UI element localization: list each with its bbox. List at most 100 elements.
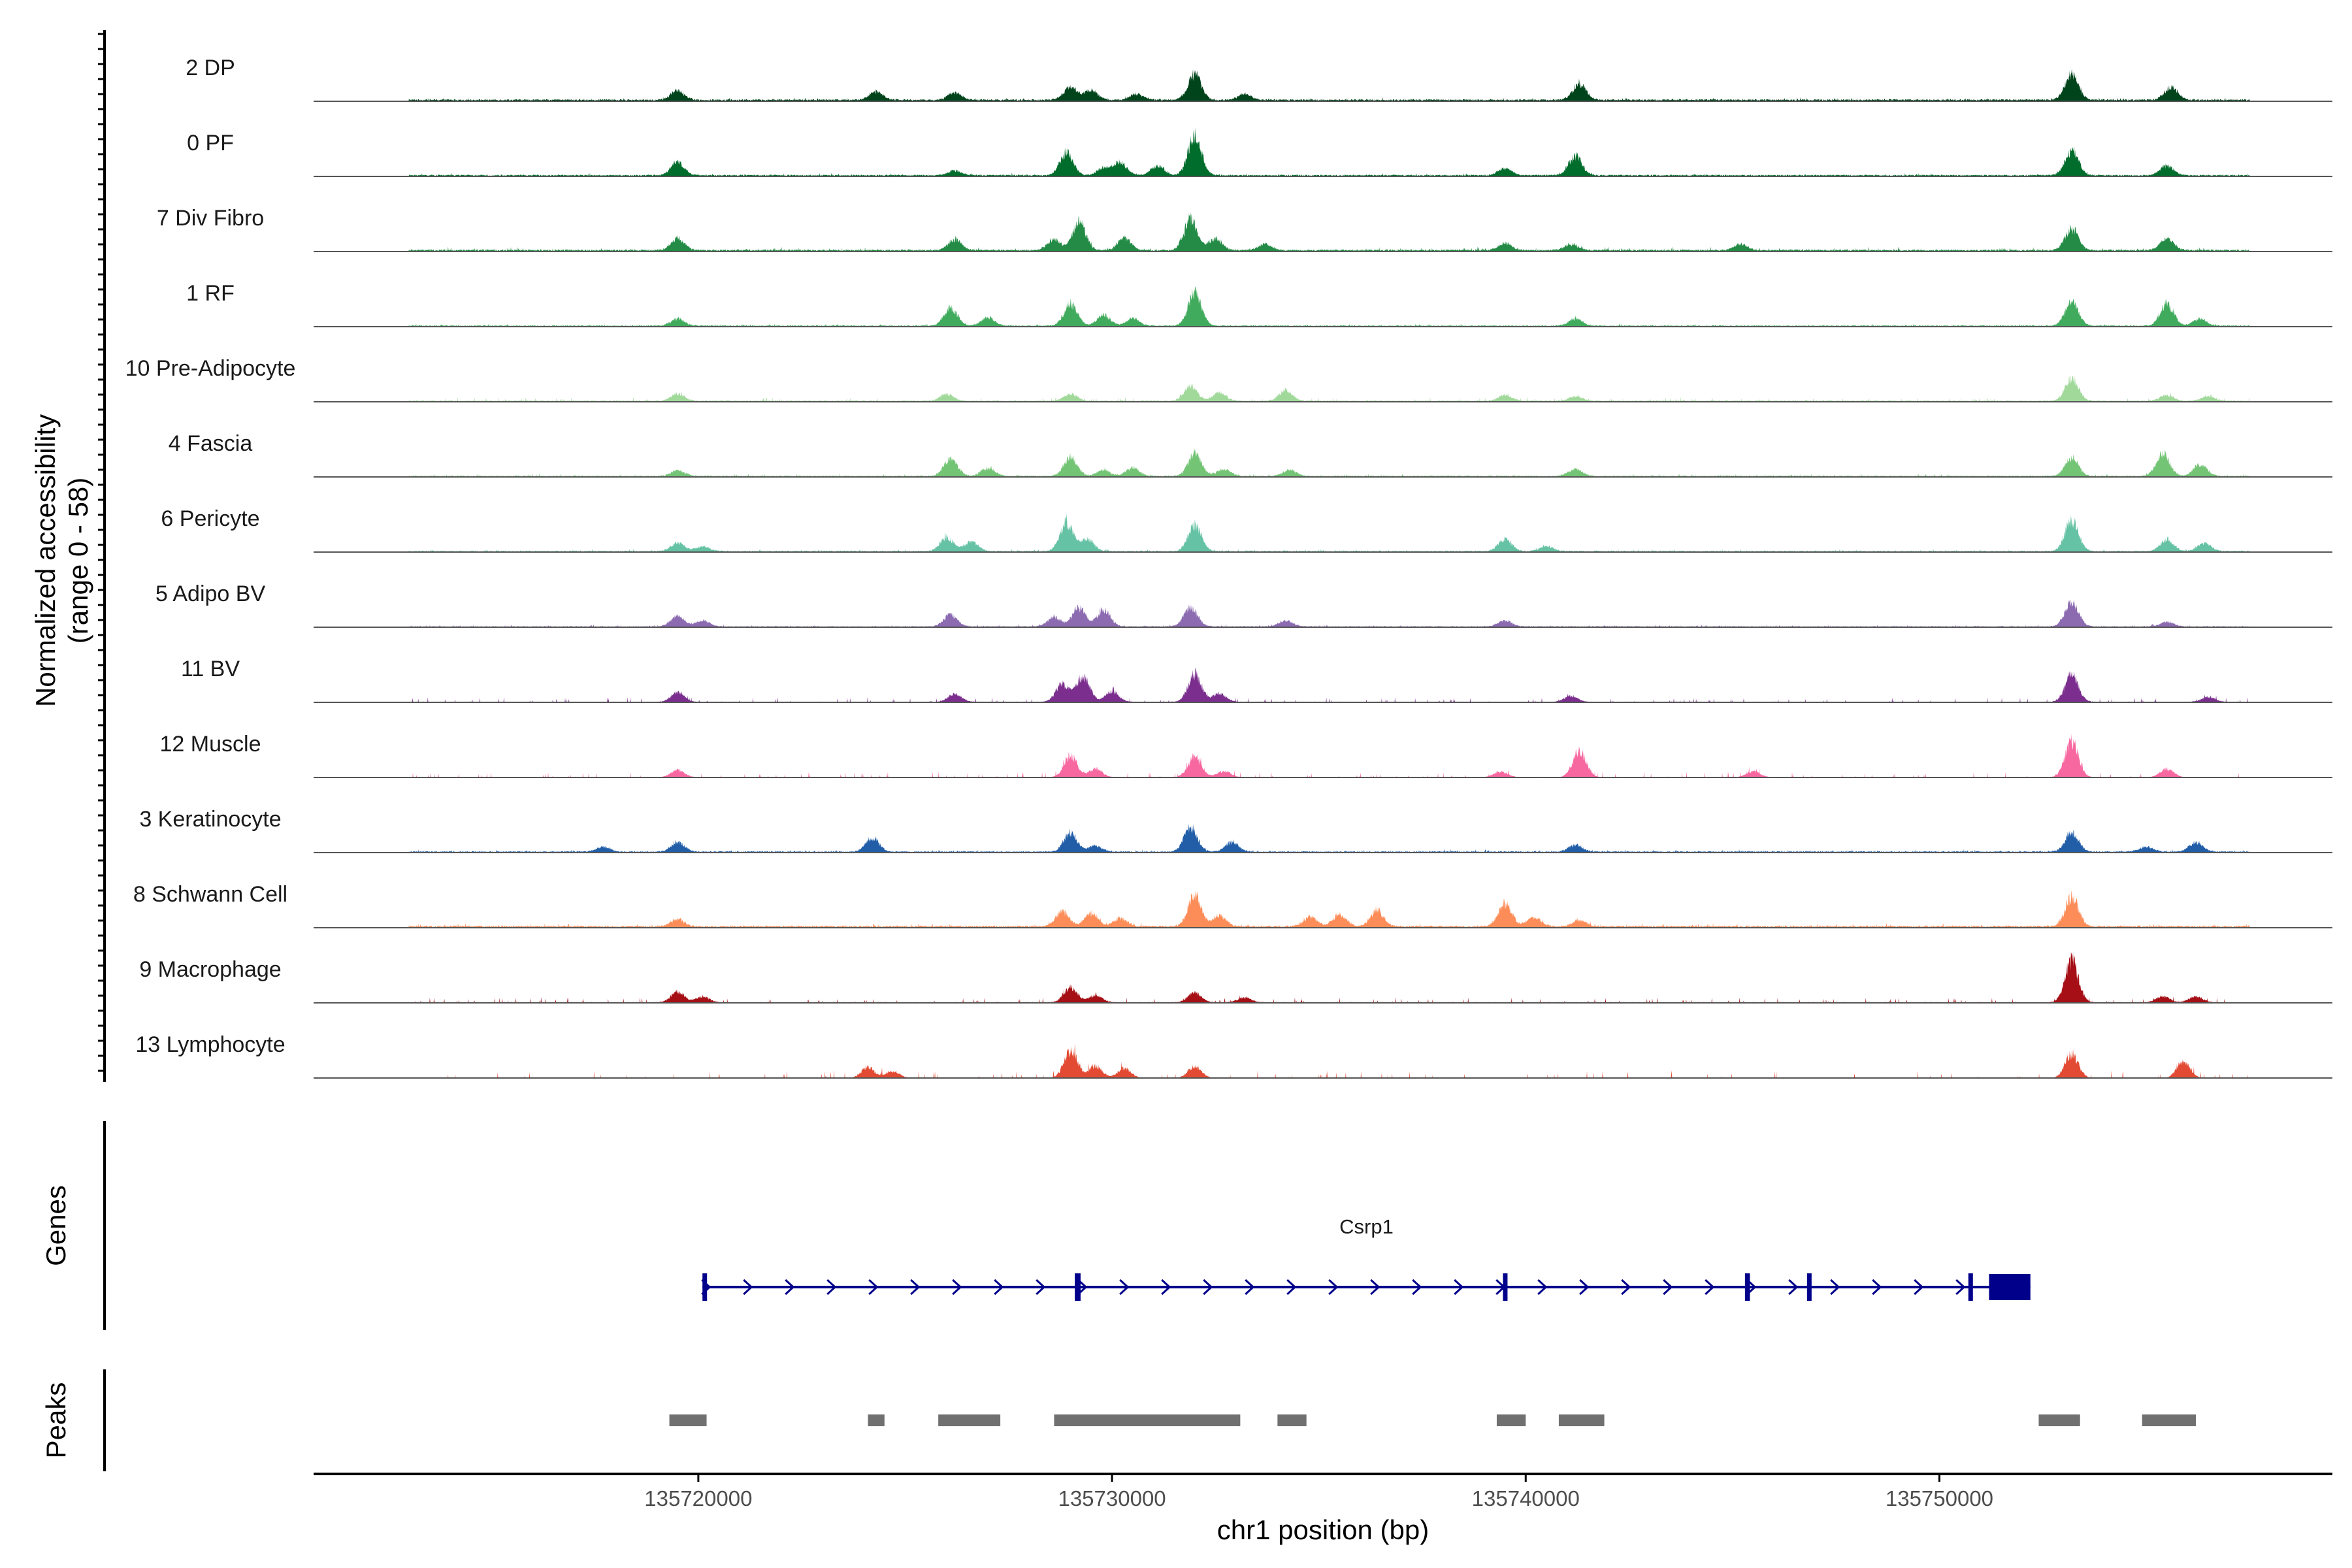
strand-arrow (1036, 1279, 1046, 1296)
strand-arrow (994, 1279, 1004, 1296)
peak-region (868, 1414, 885, 1426)
strand-arrow (1203, 1279, 1213, 1296)
y-axis-title: Normalized accessibility (30, 414, 61, 707)
coverage-area (408, 286, 2250, 327)
peak-region (2142, 1414, 2197, 1426)
genes-track-title: Genes (41, 1185, 71, 1266)
strand-arrow (1077, 1279, 1088, 1296)
coverage-area (408, 212, 2250, 252)
track-label: 3 Keratinocyte (139, 807, 281, 832)
strand-arrow (1286, 1279, 1297, 1296)
strand-arrow (1830, 1279, 1840, 1296)
coverage-area (408, 1043, 2250, 1078)
coverage-area (408, 374, 2250, 402)
peak-region (1054, 1414, 1241, 1426)
y-axis-minor-ticks (98, 33, 105, 1072)
x-tick-label: 135740000 (1472, 1486, 1580, 1511)
strand-arrow (1328, 1279, 1339, 1296)
track-1-rf: 1 RF (186, 281, 2332, 327)
x-tick-label: 135750000 (1886, 1486, 1993, 1511)
track-label: 0 PF (187, 131, 234, 155)
strand-arrow (1370, 1279, 1380, 1296)
track-label: 5 Adipo BV (155, 581, 266, 606)
coverage-area (408, 448, 2250, 477)
strand-arrow (743, 1279, 753, 1296)
genes-track: Genes Csrp1 (41, 1121, 2031, 1330)
track-6-pericyte: 6 Pericyte (161, 506, 2332, 553)
track-label: 8 Schwann Cell (133, 882, 287, 907)
coverage-area (408, 514, 2250, 552)
x-axis-title: chr1 position (bp) (1217, 1514, 1429, 1545)
gene-csrp1: Csrp1 (701, 1215, 2031, 1301)
track-12-muscle: 12 Muscle (160, 732, 2332, 778)
track-label: 7 Div Fibro (157, 206, 264, 231)
coverage-area (408, 127, 2250, 176)
strand-arrow (1621, 1279, 1631, 1296)
strand-arrow (1161, 1279, 1171, 1296)
coverage-area (408, 951, 2250, 1003)
track-11-bv: 11 BV (181, 657, 2332, 703)
track-4-fascia: 4 Fascia (169, 431, 2332, 478)
exon (1806, 1273, 1812, 1301)
peak-region (938, 1414, 1001, 1426)
strand-arrow (785, 1279, 795, 1296)
y-axis-range-label: (range 0 - 58) (63, 478, 93, 644)
peak-region (1277, 1414, 1307, 1426)
peak-region (1496, 1414, 1526, 1426)
track-label: 2 DP (186, 56, 235, 80)
coverage-tracks: 2 DP 0 PF 7 Div Fibro 1 RF 10 Pre-Adipocyte 4… (125, 56, 2332, 1079)
strand-arrow (1872, 1279, 1882, 1296)
strand-arrow (1537, 1279, 1548, 1296)
track-13-lymphocyte: 13 Lymphocyte (135, 1032, 2332, 1079)
y-axis-coverage: Normalized accessibility (range 0 - 58) (30, 30, 106, 1082)
track-label: 10 Pre-Adipocyte (125, 356, 296, 381)
strand-arrow (1412, 1279, 1422, 1296)
exon (1968, 1273, 1973, 1301)
coverage-area (408, 668, 2250, 702)
track-8-schwann-cell: 8 Schwann Cell (133, 882, 2332, 928)
track-label: 4 Fascia (169, 431, 253, 456)
coverage-area (408, 69, 2250, 101)
track-2-dp: 2 DP (186, 56, 2332, 102)
exon (1989, 1274, 2031, 1300)
peak-region (2038, 1414, 2080, 1426)
track-label: 12 Muscle (160, 732, 261, 757)
strand-arrow (868, 1279, 879, 1296)
peak-region (1558, 1414, 1605, 1426)
track-label: 13 Lymphocyte (135, 1032, 285, 1057)
track-label: 9 Macrophage (139, 957, 281, 982)
coverage-area (408, 599, 2250, 627)
x-tick-label: 135720000 (644, 1486, 752, 1511)
peak-region (669, 1414, 707, 1426)
strand-arrow (1454, 1279, 1464, 1296)
track-10-pre-adipocyte: 10 Pre-Adipocyte (125, 356, 2332, 402)
exon (1744, 1273, 1750, 1301)
strand-arrow (1245, 1279, 1255, 1296)
coverage-area (408, 733, 2250, 777)
track-9-macrophage: 9 Macrophage (139, 951, 2332, 1004)
peaks-track: Peaks (41, 1369, 2197, 1471)
x-axis: chr1 position (bp) 135720000 135730000 135… (314, 1473, 2332, 1545)
strand-arrow (1119, 1279, 1130, 1296)
exon (702, 1273, 708, 1301)
track-5-adipo-bv: 5 Adipo BV (155, 581, 2332, 628)
exon (1503, 1273, 1508, 1301)
strand-arrow (1914, 1279, 1924, 1296)
strand-arrow (1579, 1279, 1590, 1296)
track-7-div-fibro: 7 Div Fibro (157, 206, 2332, 252)
track-label: 6 Pericyte (161, 506, 259, 531)
track-label: 1 RF (186, 281, 235, 306)
peaks-track-title: Peaks (41, 1382, 71, 1459)
strand-arrow (952, 1279, 962, 1296)
strand-arrow (1955, 1279, 1966, 1296)
gene-name-label: Csrp1 (1339, 1215, 1394, 1238)
track-3-keratinocyte: 3 Keratinocyte (139, 807, 2332, 853)
strand-arrow (1705, 1279, 1715, 1296)
exon (1075, 1273, 1081, 1301)
coverage-area (408, 890, 2250, 928)
x-tick-label: 135730000 (1058, 1486, 1166, 1511)
strand-arrow (826, 1279, 837, 1296)
coverage-area (408, 824, 2250, 853)
